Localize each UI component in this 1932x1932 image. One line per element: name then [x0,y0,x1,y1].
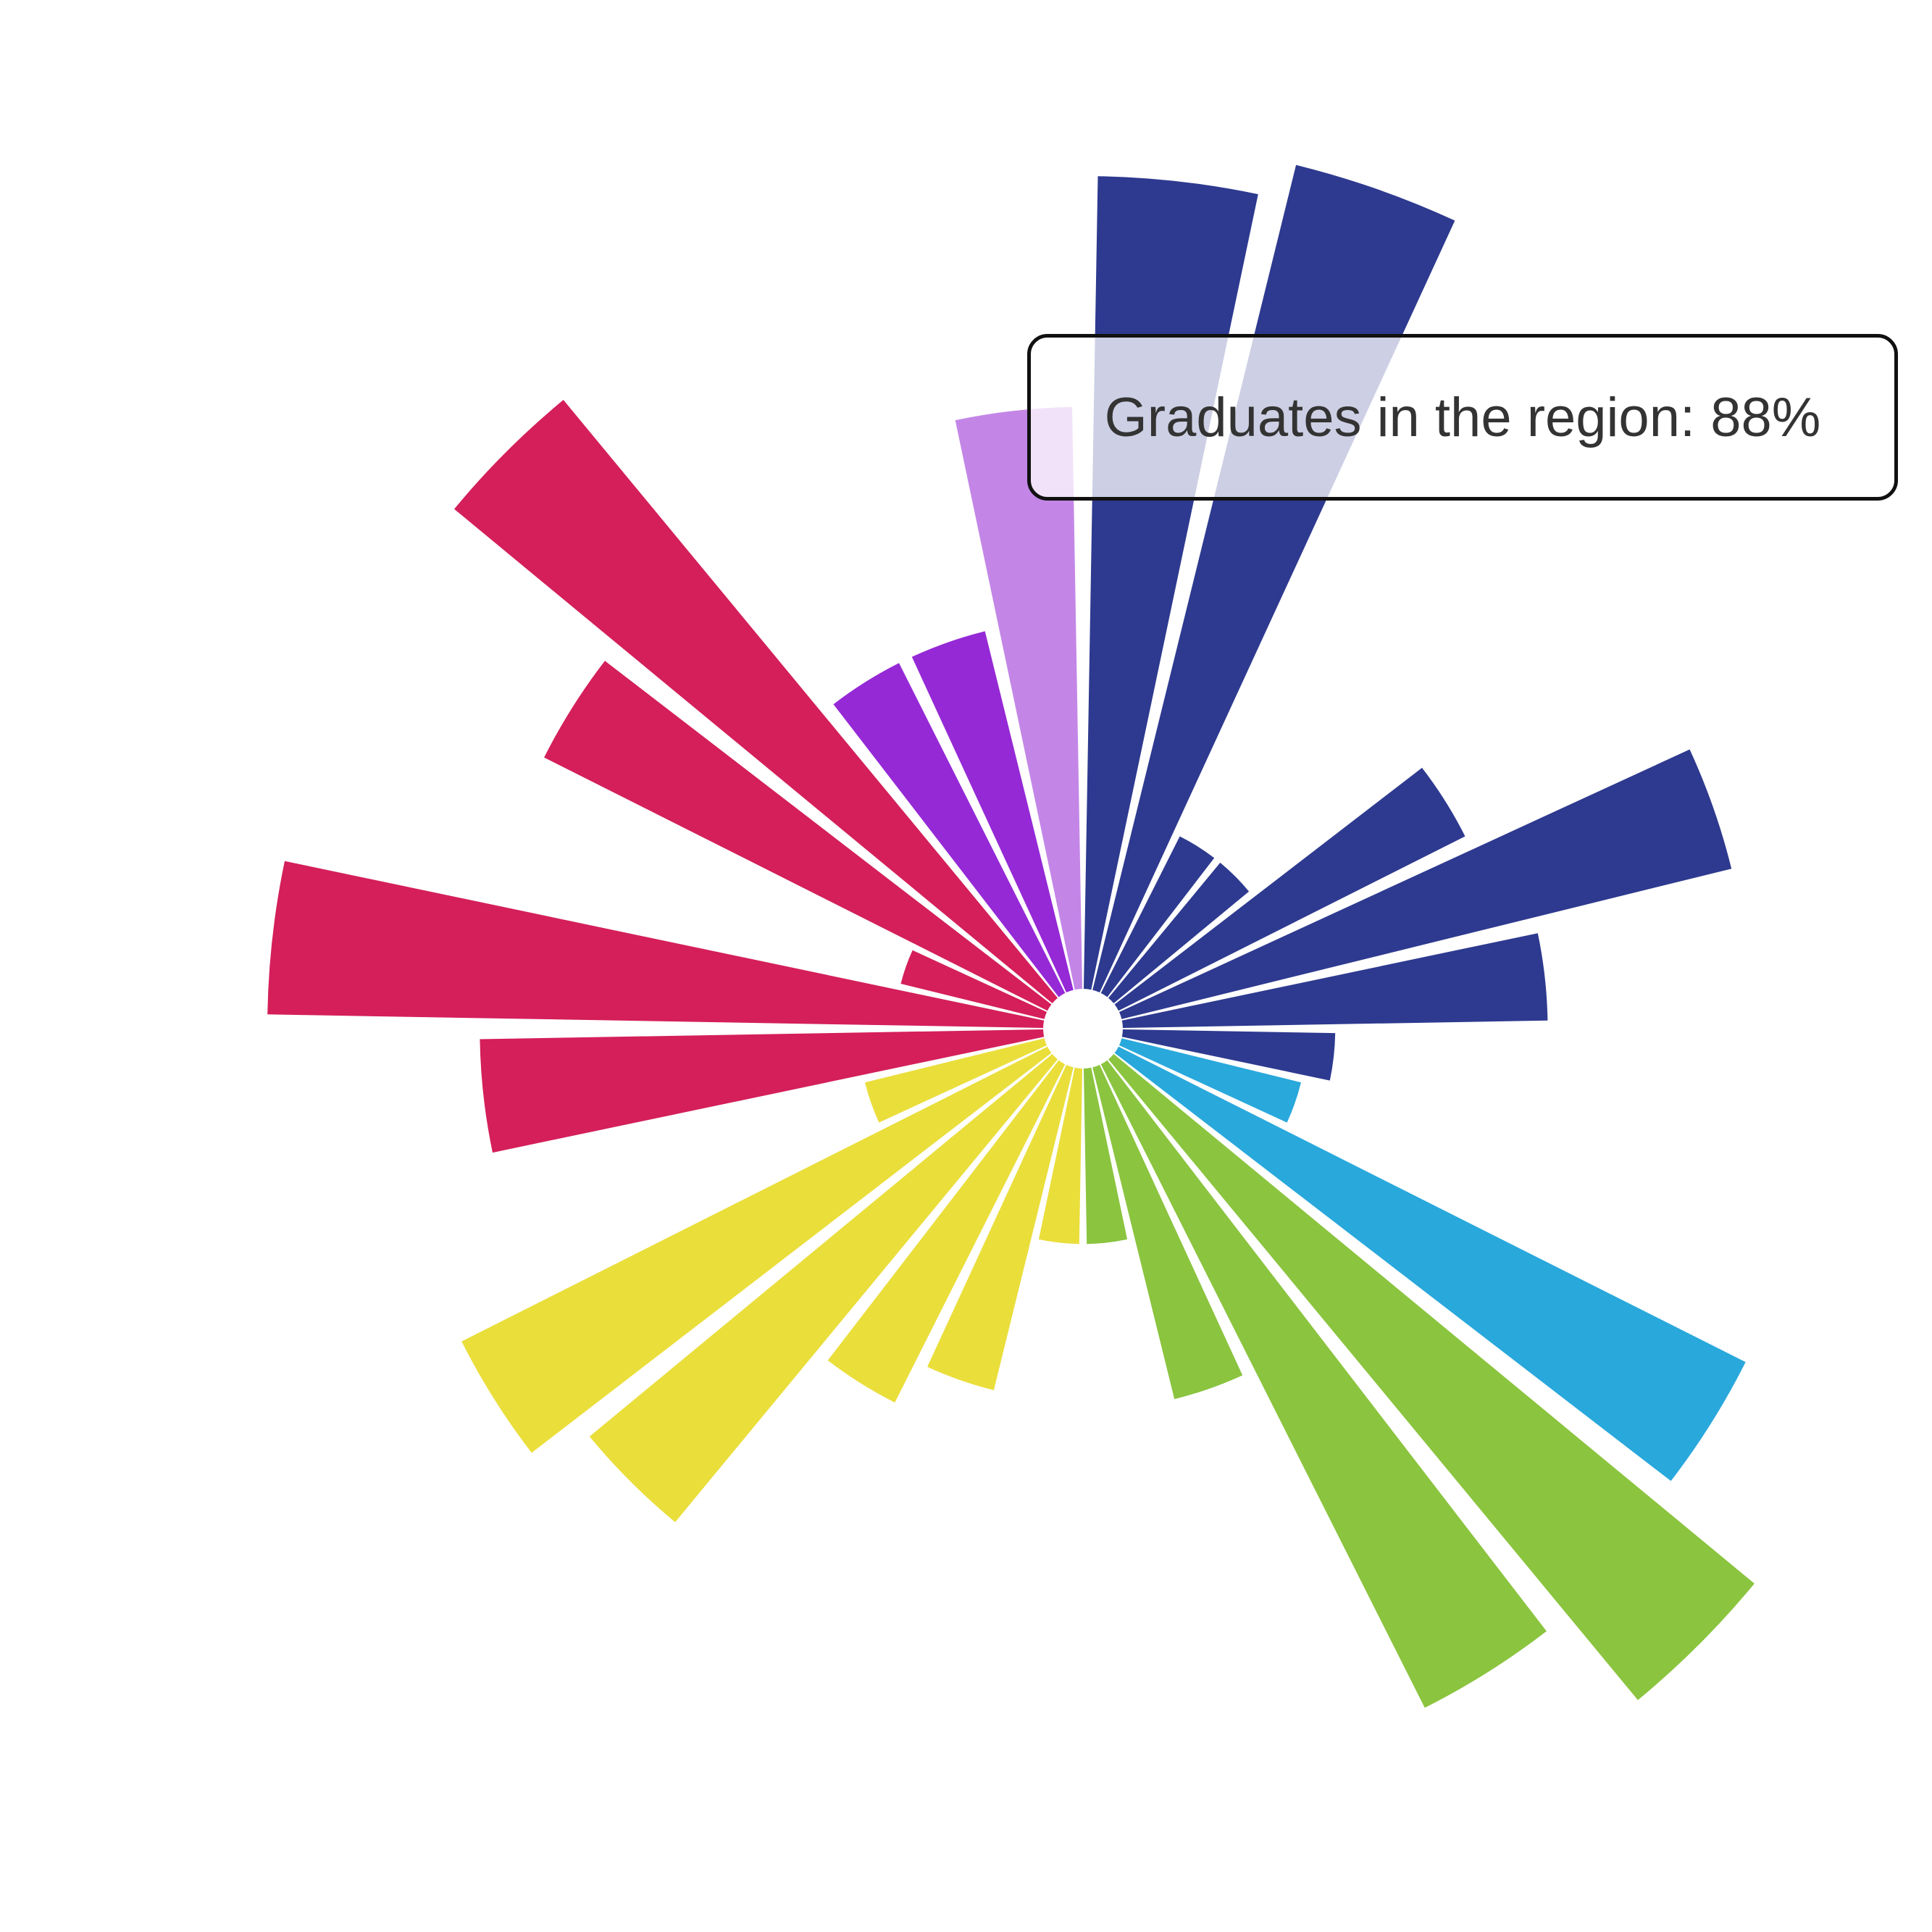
radial-bar-green-12[interactable] [1100,1060,1547,1708]
radial-bar-yellow-16[interactable] [927,1065,1074,1390]
radial-bar-crimson-23[interactable] [900,950,1047,1019]
radial-bar-crimson-21[interactable] [480,1029,1045,1153]
radial-bar-cyan-9[interactable] [1119,1038,1301,1123]
radial-bar-navy-3[interactable] [1100,836,1215,998]
radial-bar-navy-8[interactable] [1121,1029,1336,1081]
radial-bar-navy-4[interactable] [1108,862,1250,1003]
radial-bar-navy-6[interactable] [1119,749,1732,1019]
radial-bar-lavender-28[interactable] [955,406,1082,990]
radial-bar-crimson-22[interactable] [267,861,1045,1028]
radial-bar-yellow-19[interactable] [461,1046,1052,1453]
radial-bar-yellow-20[interactable] [865,1038,1047,1123]
radial-bar-crimson-24[interactable] [544,661,1052,1011]
radial-bar-violet-26[interactable] [833,663,1066,998]
radial-bar-yellow-17[interactable] [827,1060,1066,1403]
radial-bar-green-13[interactable] [1092,1065,1243,1400]
radial-bar-yellow-15[interactable] [1038,1067,1082,1245]
radial-bar-navy-7[interactable] [1121,933,1548,1028]
radial-bar-cyan-10[interactable] [1114,1046,1746,1481]
chart-tooltip: Graduates in the region: 88% [1027,334,1898,501]
radial-bar-green-14[interactable] [1084,1067,1128,1245]
radial-bar-navy-5[interactable] [1114,767,1465,1011]
radial-bar-crimson-25[interactable] [454,400,1058,1003]
tooltip-text: Graduates in the region: 88% [1104,386,1821,448]
radial-bar-yellow-18[interactable] [589,1054,1058,1523]
radial-bar-violet-27[interactable] [911,631,1074,992]
radial-bar-green-11[interactable] [1108,1054,1755,1700]
